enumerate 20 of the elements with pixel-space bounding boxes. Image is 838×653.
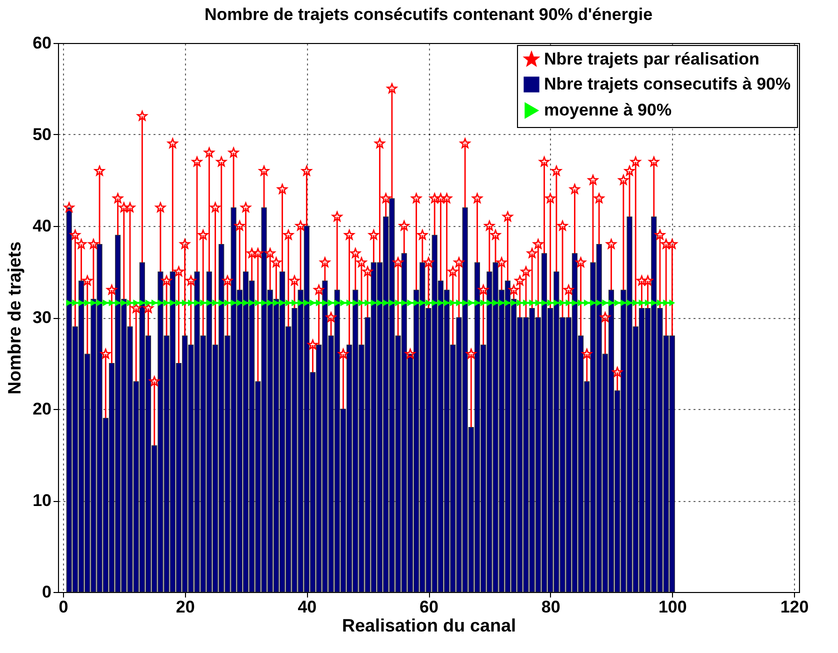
y-tick-label: 0 [42, 582, 52, 602]
y-tick-label: 50 [32, 125, 52, 144]
x-tick-label: 20 [176, 598, 195, 616]
x-tick-label: 120 [780, 598, 809, 616]
y-tick-label: 40 [32, 216, 52, 236]
legend-label: moyenne à 90% [544, 100, 672, 120]
y-tick-label: 30 [32, 308, 52, 327]
x-axis-title: Realisation du canal [342, 616, 516, 636]
x-tick-label: 60 [420, 598, 438, 616]
y-tick-label: 20 [32, 400, 52, 418]
chart-title: Nombre de trajets consécutifs contenant 90% d'énergie [204, 5, 653, 24]
x-tick-label: 0 [58, 598, 68, 616]
x-tick-label: 80 [541, 598, 560, 616]
legend-label: Nbre trajets consecutifs à 90% [544, 74, 791, 94]
legend-label: Nbre trajets par réalisation [544, 50, 760, 68]
x-tick-label: 100 [658, 598, 687, 616]
y-tick-label: 60 [32, 34, 52, 52]
y-tick-label: 10 [32, 491, 52, 510]
x-tick-label: 40 [298, 598, 317, 616]
y-axis-title: Nombre de trajets [4, 241, 25, 395]
